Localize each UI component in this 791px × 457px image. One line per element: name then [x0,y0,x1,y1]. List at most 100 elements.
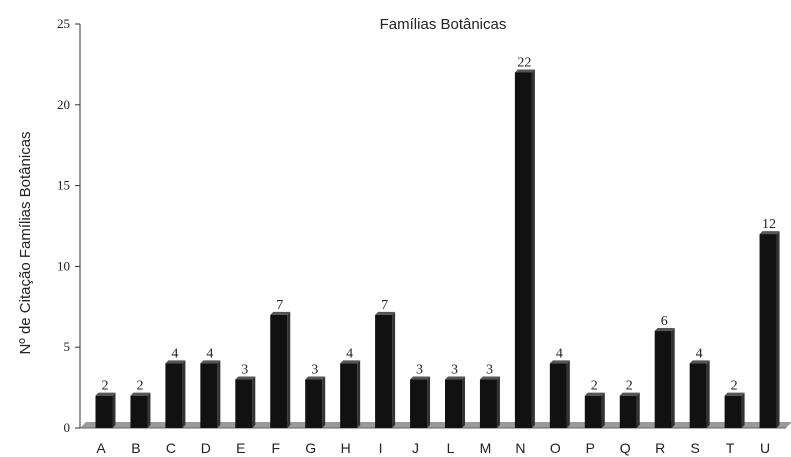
data-label: 4 [696,346,703,361]
bar [165,360,186,428]
bar-top [130,392,151,396]
bar-front [689,363,707,428]
data-label: 3 [311,363,318,378]
bar [514,69,535,428]
x-tick-label: D [201,440,211,456]
bar-side [671,328,675,428]
bar-front [445,379,462,428]
bar-side [112,392,116,428]
bar-side [427,376,431,428]
bar-top [270,311,291,315]
data-label: 2 [591,379,598,394]
bar-side [636,392,640,428]
x-tick-label: N [515,440,525,456]
y-tick-label: 10 [57,258,70,273]
y-tick-label: 15 [57,178,70,193]
bar-side [741,392,745,428]
x-tick-label: I [379,440,383,456]
data-label: 7 [276,298,283,313]
bar [340,360,361,428]
bar-front [514,72,532,428]
bar-side [776,231,780,428]
bar-top [619,392,640,396]
x-tick-label: L [447,440,455,456]
data-label: 2 [731,379,738,394]
bar-front [305,379,323,428]
x-tick-label: F [271,440,280,456]
data-label: 12 [762,217,776,232]
bar-top [445,376,465,380]
x-tick-label: S [690,440,699,456]
bar [724,392,745,428]
x-tick-label: Q [620,440,631,456]
bar-top [724,392,745,396]
bar [95,392,116,428]
bar-side [706,360,710,428]
bar [410,376,431,428]
data-label: 3 [451,363,458,378]
bar-front [654,331,672,428]
bar-top [549,360,570,364]
bar-top [584,392,605,396]
bar-top [165,360,186,364]
bar-side [287,311,291,428]
data-label: 4 [346,346,353,361]
bar [654,328,675,428]
x-tick-labels: ABCDEFGHIJLMNOPQRSTUV [96,440,770,456]
y-tick-label: 25 [57,16,70,31]
bar [375,311,396,428]
y-tick-label: 5 [64,339,71,354]
bar-top [479,376,500,380]
bar [549,360,570,428]
bar-front [479,379,497,428]
bar [130,392,151,428]
y-tick-label: 0 [64,420,71,435]
x-tick-label: T [726,440,735,456]
bar-front [270,314,288,428]
bar-front [235,379,253,428]
bar-top [200,360,221,364]
x-tick-label: J [412,440,419,456]
chart-floor [80,422,791,429]
axes [75,23,81,429]
bar-side [147,392,151,428]
bar-top [340,360,361,364]
x-tick-label: R [655,440,665,456]
data-label: 3 [486,363,493,378]
x-tick-label: O [550,440,561,456]
bar-front [584,395,602,428]
bar-front [549,363,567,428]
data-label: 22 [517,55,531,70]
data-label: 2 [136,379,143,394]
bar [305,376,326,428]
bar-side [531,69,535,428]
bar-top [410,376,431,380]
data-label: 4 [556,346,563,361]
bar-front [619,395,637,428]
data-label: 6 [661,314,668,329]
bar-top [654,328,675,332]
x-tick-label: E [236,440,245,456]
bar-side [182,360,186,428]
bar-front [340,363,358,428]
x-tick-label: G [305,440,316,456]
data-label: 3 [241,363,248,378]
bar-front [130,395,148,428]
x-tick-label: M [480,440,492,456]
bar-side [322,376,326,428]
y-tick-labels: 0 5 10 15 20 25 [57,16,70,435]
bar-top [689,360,710,364]
x-tick-label: U [760,440,770,456]
bar [619,392,640,428]
bar-front [724,395,742,428]
bar-side [217,360,221,428]
bar-side [392,311,396,428]
bar-top [759,231,780,235]
bar-front [200,363,218,428]
bar [445,376,465,428]
y-tick-label: 20 [57,97,70,112]
bar-side [357,360,361,428]
bar-side [462,376,465,428]
data-label: 7 [381,298,388,313]
